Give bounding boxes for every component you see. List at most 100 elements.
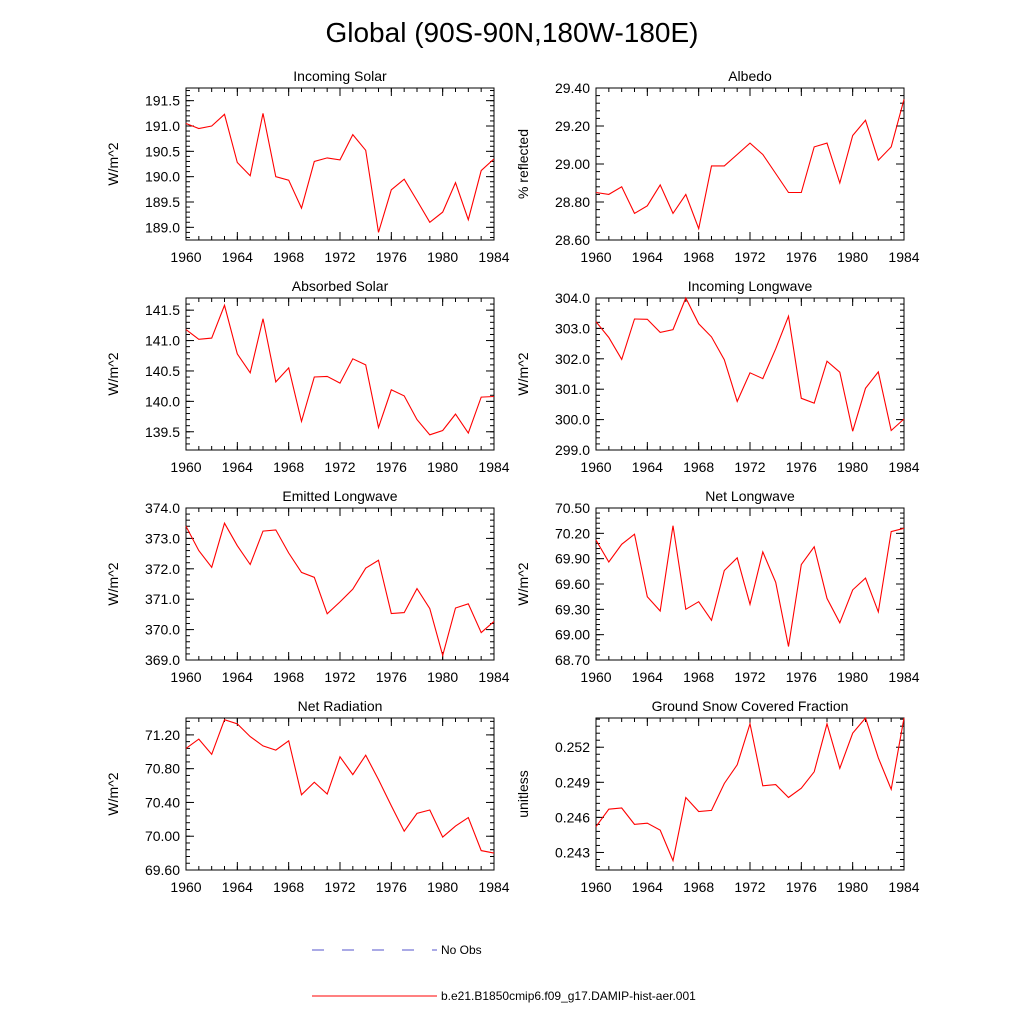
x-tick-label: 1976	[376, 249, 407, 265]
legend-label-no-obs: No Obs	[441, 943, 482, 957]
chart-title: Absorbed Solar	[292, 278, 389, 294]
x-tick-label: 1984	[888, 879, 919, 895]
series-line-incoming-solar	[185, 113, 495, 233]
x-tick-label: 1976	[786, 249, 817, 265]
y-tick-label: 301.0	[555, 381, 590, 397]
legend: No Obs b.e21.B1850cmip6.f09_g17.DAMIP-hi…	[312, 943, 696, 1003]
x-tick-label: 1960	[580, 669, 611, 685]
y-tick-label: 70.50	[555, 500, 590, 516]
x-tick-label: 1984	[888, 459, 919, 475]
x-tick-label: 1980	[427, 249, 458, 265]
y-tick-label: 372.0	[145, 561, 180, 577]
y-tick-label: 0.243	[555, 844, 590, 860]
y-tick-label: 141.0	[145, 333, 180, 349]
y-tick-label: 29.40	[555, 80, 590, 96]
chart-emitted-longwave: Emitted Longwave W/m^2 369.0 370.0 371.0 372.…	[105, 488, 510, 685]
y-tick-label: 370.0	[145, 622, 180, 638]
x-tick-label: 1972	[734, 459, 765, 475]
x-tick-label: 1960	[580, 459, 611, 475]
x-tick-label: 1964	[632, 669, 663, 685]
x-tick-label: 1984	[888, 249, 919, 265]
y-tick-label: 69.00	[555, 627, 590, 643]
x-tick-label: 1984	[478, 879, 509, 895]
y-tick-label: 371.0	[145, 591, 180, 607]
main-title: Global (90S-90N,180W-180E)	[325, 17, 698, 48]
y-tick-label: 373.0	[145, 530, 180, 546]
x-tick-label: 1968	[273, 459, 304, 475]
y-tick-label: 304.0	[555, 290, 590, 306]
x-tick-label: 1964	[222, 669, 253, 685]
y-axis-label: W/m^2	[105, 142, 121, 185]
x-tick-label: 1984	[478, 249, 509, 265]
y-tick-label: 69.60	[555, 576, 590, 592]
y-tick-label: 141.5	[145, 302, 180, 318]
series-line-net-radiation	[185, 719, 495, 854]
y-axis-label: W/m^2	[515, 562, 531, 605]
y-tick-label: 70.20	[555, 525, 590, 541]
x-tick-label: 1964	[222, 249, 253, 265]
y-tick-label: 189.5	[145, 194, 180, 210]
y-tick-label: 29.00	[555, 156, 590, 172]
chart-title: Net Longwave	[705, 488, 795, 504]
y-axis-label: % reflected	[515, 129, 531, 199]
x-tick-label: 1980	[837, 879, 868, 895]
x-tick-label: 1972	[734, 669, 765, 685]
x-tick-label: 1972	[734, 879, 765, 895]
y-tick-label: 191.0	[145, 118, 180, 134]
x-tick-label: 1980	[427, 669, 458, 685]
x-tick-label: 1972	[324, 459, 355, 475]
x-tick-label: 1980	[427, 879, 458, 895]
legend-label-model: b.e21.B1850cmip6.f09_g17.DAMIP-hist-aer.…	[441, 989, 696, 1003]
y-tick-label: 369.0	[145, 652, 180, 668]
y-tick-label: 190.0	[145, 169, 180, 185]
x-tick-label: 1964	[222, 879, 253, 895]
series-line-absorbed-solar	[185, 303, 495, 436]
y-tick-label: 70.40	[145, 794, 180, 810]
y-tick-label: 374.0	[145, 500, 180, 516]
x-tick-label: 1960	[170, 459, 201, 475]
x-tick-label: 1980	[427, 459, 458, 475]
y-tick-label: 0.249	[555, 774, 590, 790]
y-axis-label: W/m^2	[105, 562, 121, 605]
y-tick-label: 191.5	[145, 93, 180, 109]
x-tick-label: 1960	[580, 879, 611, 895]
y-tick-label: 303.0	[555, 320, 590, 336]
y-tick-label: 29.20	[555, 118, 590, 134]
x-tick-label: 1960	[170, 669, 201, 685]
x-tick-label: 1980	[837, 249, 868, 265]
x-tick-label: 1968	[273, 249, 304, 265]
chart-net-longwave: Net Longwave W/m^2 68.70 69.00 69.30 69.60 69.…	[515, 488, 920, 685]
y-tick-label: 299.0	[555, 442, 590, 458]
x-tick-label: 1972	[324, 249, 355, 265]
x-tick-label: 1960	[170, 879, 201, 895]
y-tick-label: 140.5	[145, 363, 180, 379]
x-tick-label: 1980	[837, 459, 868, 475]
x-tick-label: 1964	[632, 249, 663, 265]
chart-ground-snow-covered-fraction: Ground Snow Covered Fraction unitless 0.24…	[515, 698, 920, 895]
x-tick-label: 1968	[683, 249, 714, 265]
y-tick-label: 68.70	[555, 652, 590, 668]
chart-net-radiation: Net Radiation W/m^2 69.60 70.00 70.40 70.80 71…	[105, 698, 510, 895]
series-line-ground-snow-covered-fraction	[595, 716, 905, 863]
x-tick-label: 1976	[786, 669, 817, 685]
x-tick-label: 1968	[683, 459, 714, 475]
y-tick-label: 28.80	[555, 194, 590, 210]
y-axis-label: W/m^2	[105, 352, 121, 395]
chart-title: Incoming Longwave	[688, 278, 813, 294]
x-tick-label: 1968	[683, 669, 714, 685]
x-tick-label: 1972	[324, 669, 355, 685]
x-tick-label: 1980	[837, 669, 868, 685]
x-tick-label: 1984	[888, 669, 919, 685]
chart-title: Ground Snow Covered Fraction	[652, 698, 849, 714]
chart-incoming-solar: Incoming Solar W/m^2 189.0 189.5 190.0 190.5 1…	[105, 68, 510, 265]
series-line-albedo	[595, 99, 905, 231]
x-tick-label: 1984	[478, 459, 509, 475]
y-tick-label: 70.00	[145, 828, 180, 844]
y-tick-label: 140.0	[145, 393, 180, 409]
chart-title: Albedo	[728, 68, 772, 84]
x-tick-label: 1968	[273, 669, 304, 685]
series-line-net-longwave	[595, 525, 905, 647]
x-tick-label: 1976	[376, 669, 407, 685]
